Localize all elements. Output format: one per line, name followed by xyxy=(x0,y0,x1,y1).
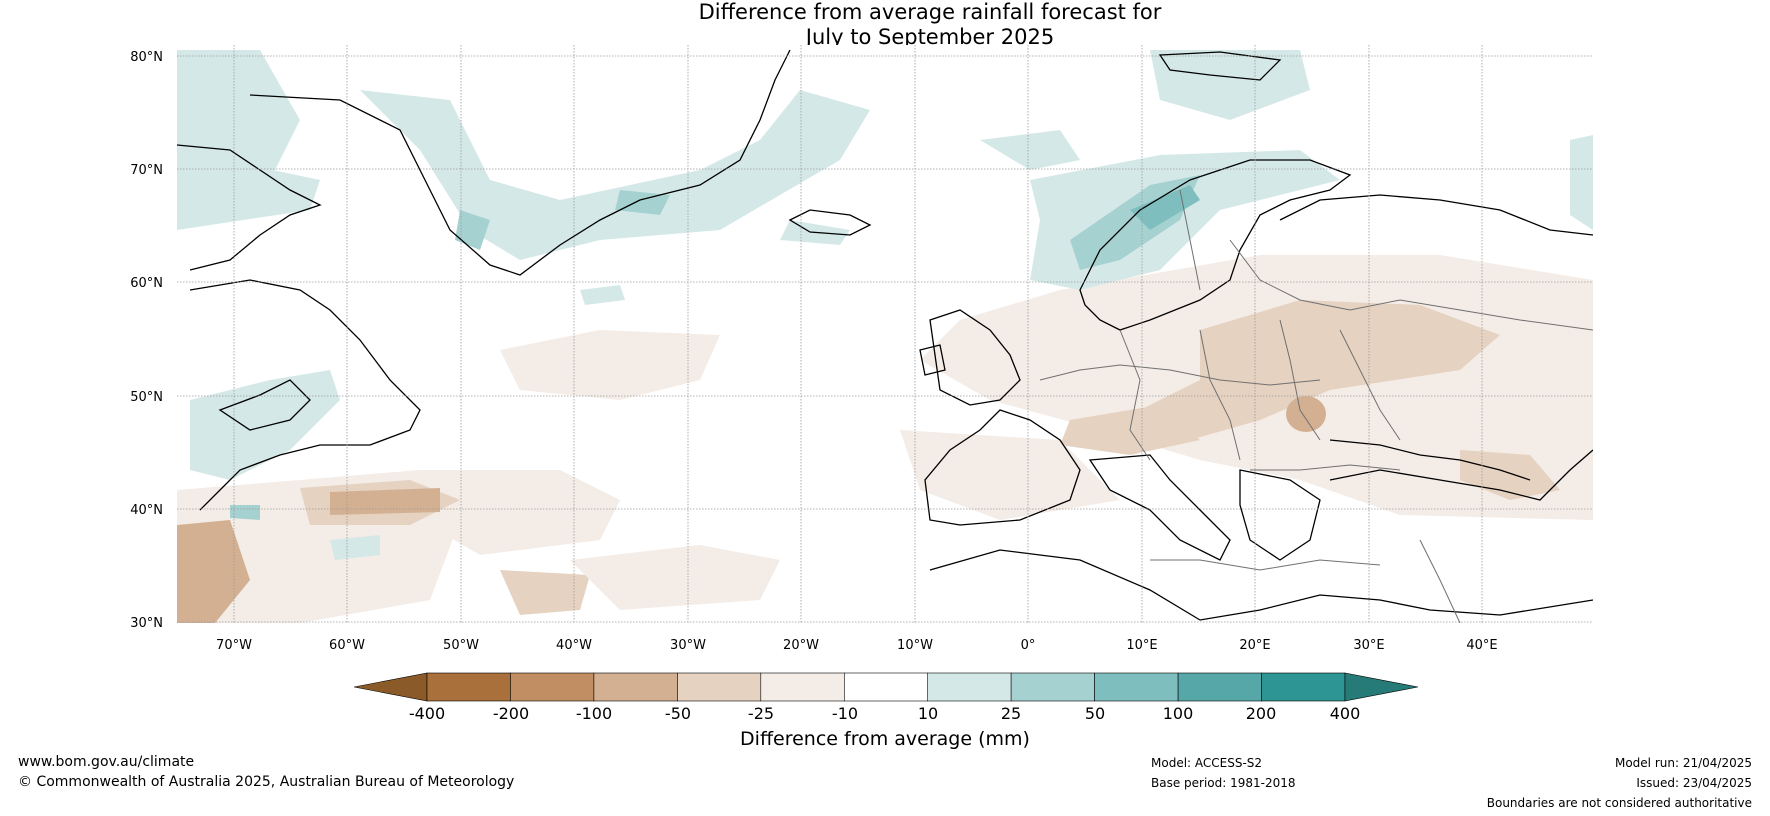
lon-label-30w: 30°W xyxy=(670,638,706,653)
lon-label-40e: 40°E xyxy=(1466,638,1497,653)
cb-label-1: -200 xyxy=(493,704,529,723)
lat-label-80: 80°N xyxy=(130,50,163,65)
colorbar-segment xyxy=(760,672,845,702)
cb-label-2: -100 xyxy=(576,704,612,723)
base-period-text: Base period: 1981-2018 xyxy=(1151,776,1296,790)
model-text: Model: ACCESS-S2 xyxy=(1151,756,1263,770)
map-area xyxy=(177,45,1593,623)
map-title: Difference from average rainfall forecas… xyxy=(0,0,1770,50)
lat-label-30: 30°N xyxy=(130,616,163,631)
lat-label-50: 50°N xyxy=(130,390,163,405)
graticule xyxy=(177,45,1593,623)
dry-anomaly-regions xyxy=(177,255,1593,623)
cb-label-8: 50 xyxy=(1085,704,1105,723)
country-borders xyxy=(1039,189,1593,623)
lon-label-70w: 70°W xyxy=(216,638,252,653)
cb-label-11: 400 xyxy=(1330,704,1361,723)
lon-label-20w: 20°W xyxy=(783,638,819,653)
colorbar-arrow-high xyxy=(1344,672,1419,702)
colorbar-title: Difference from average (mm) xyxy=(740,728,1030,750)
longitude-labels: 70°W 60°W 50°W 40°W 30°W 20°W 10°W 0° 10… xyxy=(216,638,1498,653)
lat-label-60: 60°N xyxy=(130,276,163,291)
colorbar-segment xyxy=(426,672,511,702)
colorbar-segment xyxy=(1177,672,1262,702)
model-run-text: Model run: 21/04/2025 xyxy=(1614,756,1752,770)
cb-label-4: -25 xyxy=(748,704,774,723)
colorbar-segment xyxy=(843,672,929,702)
colorbar-segments xyxy=(353,672,1419,702)
cb-label-9: 100 xyxy=(1163,704,1194,723)
coastlines xyxy=(177,49,1593,621)
lon-label-20e: 20°E xyxy=(1239,638,1270,653)
colorbar-segment xyxy=(510,672,595,702)
website-link[interactable]: www.bom.gov.au/climate xyxy=(18,754,195,770)
lon-label-0: 0° xyxy=(1021,638,1036,653)
lon-label-40w: 40°W xyxy=(556,638,592,653)
colorbar-segment xyxy=(1010,672,1095,702)
disclaimer-text: Boundaries are not considered authoritat… xyxy=(1486,796,1752,810)
wet-anomaly-regions xyxy=(177,50,1593,560)
cb-label-3: -50 xyxy=(665,704,691,723)
colorbar-segment xyxy=(1261,672,1346,702)
cb-label-6: 10 xyxy=(918,704,938,723)
cb-label-0: -400 xyxy=(409,704,445,723)
issued-text: Issued: 23/04/2025 xyxy=(1636,776,1752,790)
lon-label-30e: 30°E xyxy=(1353,638,1384,653)
latitude-labels: 80°N 70°N 60°N 50°N 40°N 30°N xyxy=(130,50,163,631)
copyright-text: © Commonwealth of Australia 2025, Austra… xyxy=(18,774,515,790)
colorbar-segment xyxy=(927,672,1012,702)
colorbar-segment xyxy=(593,672,678,702)
lat-label-70: 70°N xyxy=(130,163,163,178)
lon-label-10w: 10°W xyxy=(897,638,933,653)
colorbar: -400 -200 -100 -50 -25 -10 10 25 50 100 … xyxy=(353,672,1419,723)
lon-label-10e: 10°E xyxy=(1126,638,1157,653)
cb-label-5: -10 xyxy=(832,704,858,723)
title-line-1: Difference from average rainfall forecas… xyxy=(698,0,1162,24)
colorbar-segment xyxy=(677,672,762,702)
colorbar-arrow-low xyxy=(353,672,428,702)
cb-label-7: 25 xyxy=(1001,704,1021,723)
colorbar-labels: -400 -200 -100 -50 -25 -10 10 25 50 100 … xyxy=(409,704,1360,723)
lat-label-40: 40°N xyxy=(130,503,163,518)
lon-label-60w: 60°W xyxy=(329,638,365,653)
colorbar-segment xyxy=(1094,672,1179,702)
cb-label-10: 200 xyxy=(1246,704,1277,723)
lon-label-50w: 50°W xyxy=(443,638,479,653)
